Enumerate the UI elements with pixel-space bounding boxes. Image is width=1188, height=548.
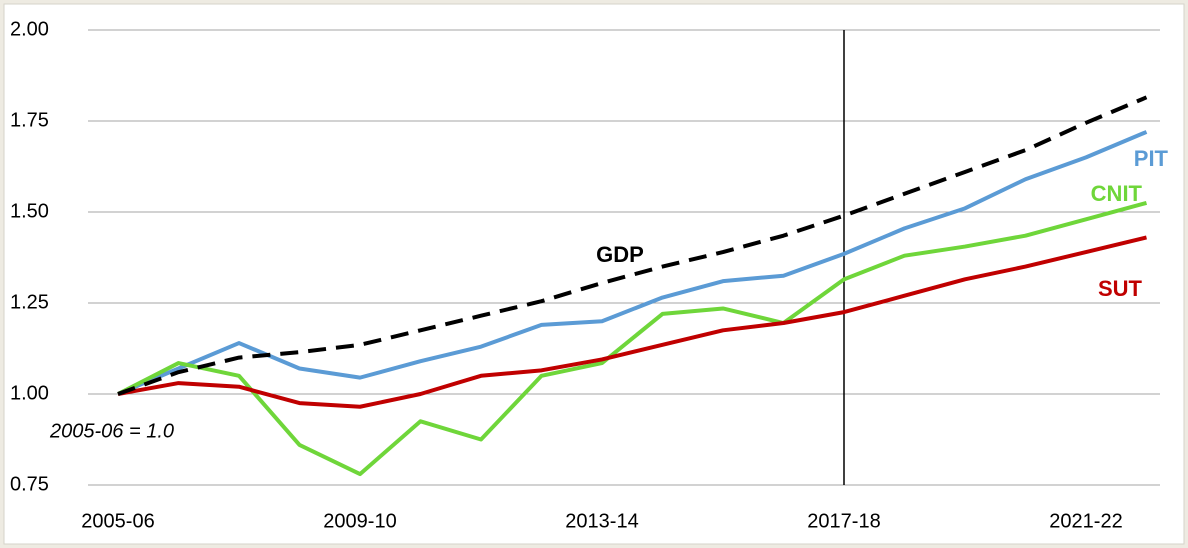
series-label: SUT bbox=[1098, 276, 1143, 301]
x-tick-label: 2009-10 bbox=[323, 510, 396, 532]
y-tick-label: 1.50 bbox=[10, 200, 49, 222]
series-label: GDP bbox=[596, 242, 644, 267]
y-tick-label: 1.00 bbox=[10, 382, 49, 404]
x-tick-label: 2013-14 bbox=[565, 510, 638, 532]
y-tick-label: 1.75 bbox=[10, 109, 49, 131]
series-line bbox=[117, 235, 1147, 409]
series-line bbox=[117, 95, 1148, 396]
x-tick-label: 2017-18 bbox=[807, 510, 880, 532]
y-tick-label: 2.00 bbox=[10, 18, 49, 40]
series-label: CNIT bbox=[1091, 181, 1143, 206]
y-tick-label: 0.75 bbox=[10, 473, 49, 495]
x-tick-label: 2021-22 bbox=[1049, 510, 1122, 532]
series-line bbox=[117, 130, 1148, 396]
x-tick-label: 2005-06 bbox=[81, 510, 154, 532]
annotation: 2005-06 = 1.0 bbox=[49, 420, 174, 442]
plot-background bbox=[3, 3, 1185, 545]
series-label: PIT bbox=[1134, 146, 1169, 171]
y-tick-label: 1.25 bbox=[10, 291, 49, 313]
series-line bbox=[117, 200, 1148, 477]
